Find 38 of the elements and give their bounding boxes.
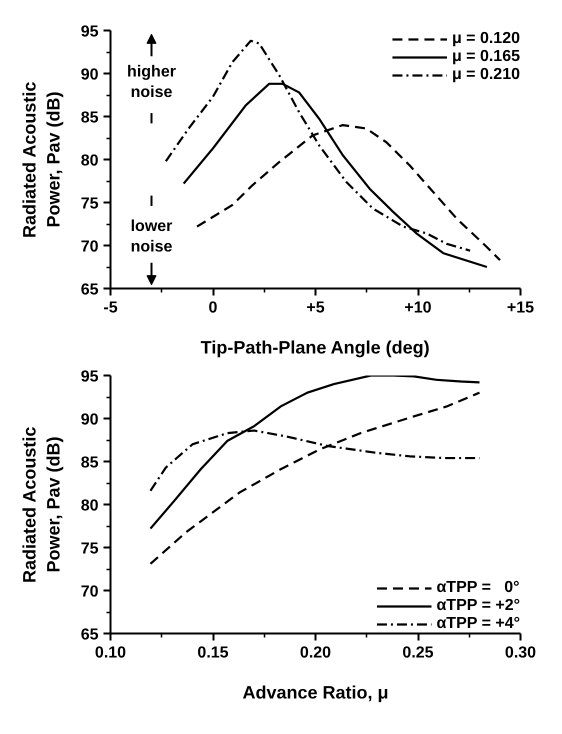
y-tick-label: 90	[80, 412, 99, 428]
x-tick-label: 0.20	[300, 644, 332, 662]
x-tick-label: -5	[103, 300, 118, 316]
x-tick-label: +10	[404, 300, 432, 316]
legend-label: μ = 0.120	[452, 30, 520, 48]
y-tick-label: 95	[80, 368, 99, 386]
legend-label: αTPP = +4°	[436, 615, 520, 633]
y-tick-label: 95	[80, 24, 99, 40]
x-tick-label: 0.30	[504, 644, 536, 662]
annotation: lower noise	[130, 218, 172, 256]
legend-label: αTPP = 0°	[436, 579, 520, 597]
x-axis-title: Advance Ratio, μ	[242, 682, 389, 702]
y-tick-label: 75	[80, 540, 99, 558]
annotation: higher noise	[127, 63, 176, 101]
y-axis-title: Radiated Acoustic Power, Pav (dB)	[20, 82, 64, 238]
line-series	[149, 376, 481, 530]
y-tick-label: 85	[80, 110, 99, 126]
x-tick-label: 0.15	[197, 644, 229, 662]
y-tick-label: 70	[80, 584, 99, 600]
legend-label: μ = 0.210	[452, 66, 520, 84]
y-tick-label: 90	[80, 66, 99, 84]
y-tick-label: 80	[80, 498, 99, 514]
x-tick-label: 0	[208, 300, 218, 316]
x-tick-label: +15	[506, 300, 534, 316]
y-tick-label: 85	[80, 454, 99, 472]
y-tick-label: 65	[80, 282, 99, 298]
x-axis-title: Tip-Path-Plane Angle (deg)	[200, 338, 430, 358]
x-tick-label: 0.25	[402, 644, 434, 662]
x-tick-label: 0.10	[94, 644, 126, 662]
y-tick-label: 75	[80, 196, 99, 212]
legend-label: αTPP = +2°	[436, 597, 520, 615]
y-tick-label: 65	[80, 626, 99, 644]
y-axis-title: Radiated Acoustic Power, Pav (dB)	[20, 426, 64, 584]
y-tick-label: 80	[80, 152, 99, 170]
legend-label: μ = 0.165	[452, 48, 520, 66]
line-series	[149, 392, 481, 565]
x-tick-label: +5	[306, 300, 325, 316]
y-tick-label: 70	[80, 238, 99, 256]
